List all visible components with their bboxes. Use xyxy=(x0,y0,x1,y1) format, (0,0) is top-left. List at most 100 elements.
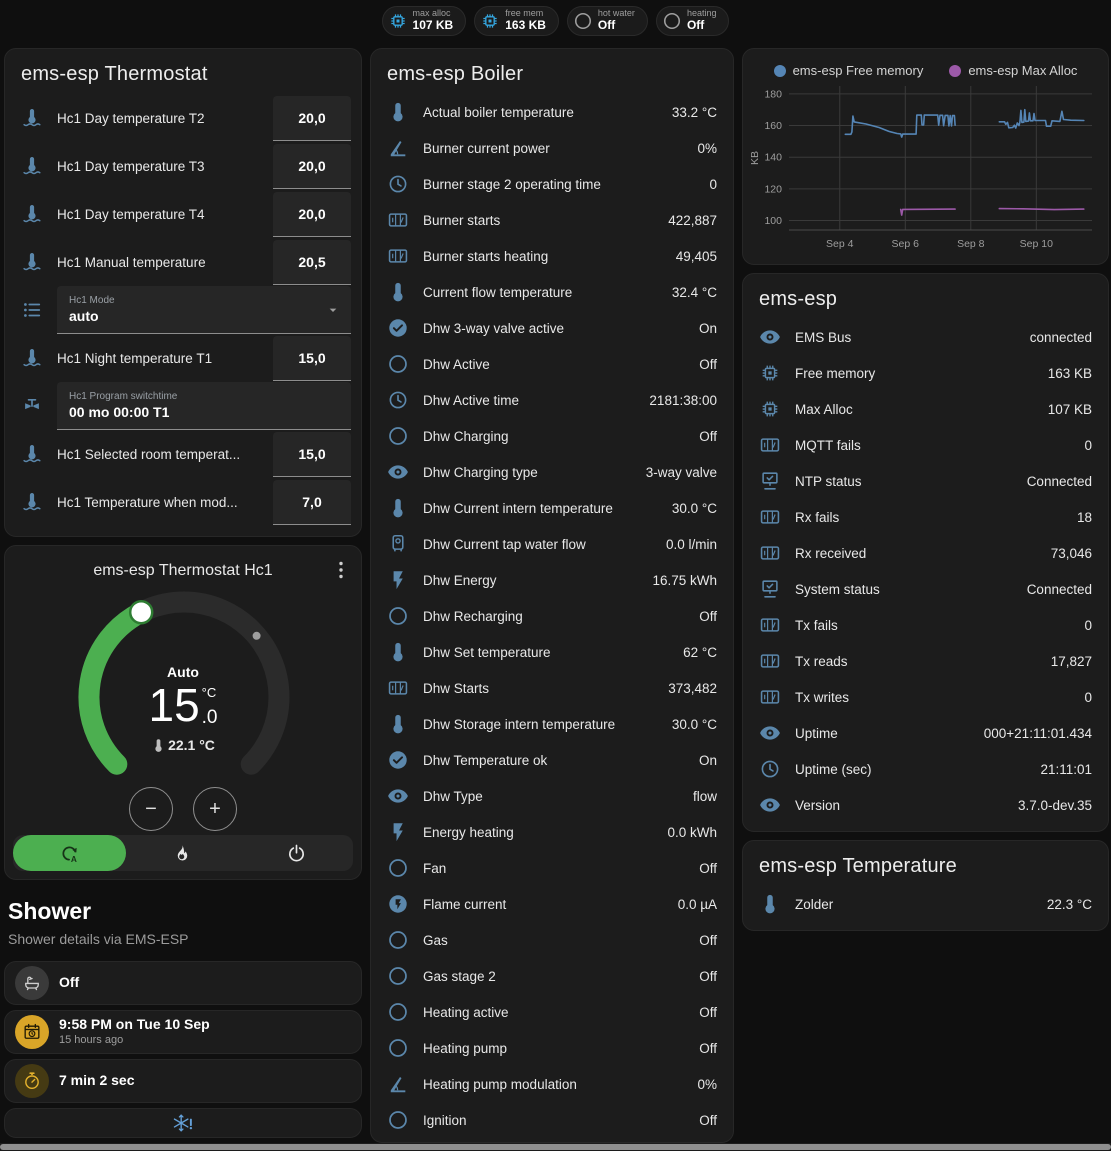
entity-row[interactable]: Max Alloc 107 KB xyxy=(743,391,1108,427)
entity-row[interactable]: Burner stage 2 operating time 0 xyxy=(371,166,733,202)
number-input[interactable]: 20,0 xyxy=(273,143,351,189)
number-input[interactable]: 15,0 xyxy=(273,335,351,381)
entity-name: Dhw Current intern temperature xyxy=(423,500,613,516)
thermometer-icon xyxy=(387,497,409,519)
entity-row[interactable]: Dhw Energy 16.75 kWh xyxy=(371,562,733,598)
badge-value: Off xyxy=(686,18,705,33)
entity-name: Zolder xyxy=(795,896,834,912)
entity-row[interactable]: Version 3.7.0-dev.35 xyxy=(743,787,1108,823)
entity-row[interactable]: Flame current 0.0 µA xyxy=(371,886,733,922)
entity-row[interactable]: Actual boiler temperature 33.2 °C xyxy=(371,94,733,130)
entity-value: 30.0 °C xyxy=(671,716,717,732)
entity-value: Off xyxy=(699,1040,717,1056)
entity-row[interactable]: Free memory 163 KB xyxy=(743,355,1108,391)
hvac-mode-power[interactable] xyxy=(240,835,353,871)
entity-row[interactable]: Dhw Set temperature 62 °C xyxy=(371,634,733,670)
number-input[interactable]: 15,0 xyxy=(273,431,351,477)
entity-row: Hc1 Selected room temperat... 15,0 xyxy=(5,430,361,478)
circle-outline-icon xyxy=(573,11,593,31)
thermometer-water-icon xyxy=(21,251,43,273)
entity-row[interactable]: Energy heating 0.0 kWh xyxy=(371,814,733,850)
entity-row[interactable]: Ignition Off xyxy=(371,1102,733,1138)
hvac-mode-selector: A xyxy=(13,835,353,871)
hvac-mode-fire[interactable] xyxy=(126,835,239,871)
svg-text:KB: KB xyxy=(749,151,761,165)
entity-name: Actual boiler temperature xyxy=(423,104,574,120)
entity-row[interactable]: Dhw Starts 373,482 xyxy=(371,670,733,706)
temp-decrease-button[interactable]: − xyxy=(129,787,173,831)
entity-row[interactable]: Dhw Charging Off xyxy=(371,418,733,454)
entity-row[interactable]: Uptime (sec) 21:11:01 xyxy=(743,751,1108,787)
entity-row[interactable]: Rx received 73,046 xyxy=(743,535,1108,571)
entity-row[interactable]: Rx fails 18 xyxy=(743,499,1108,535)
entity-row[interactable]: Dhw 3-way valve active On xyxy=(371,310,733,346)
entity-row[interactable]: Dhw Temperature ok On xyxy=(371,742,733,778)
card-title: ems-esp Boiler xyxy=(387,63,524,85)
entity-row[interactable]: Dhw Current intern temperature 30.0 °C xyxy=(371,490,733,526)
entity-row[interactable]: Tx writes 0 xyxy=(743,679,1108,715)
flash-circle-icon xyxy=(387,893,409,915)
mode-select[interactable]: Hc1 Mode auto xyxy=(57,286,351,334)
entity-row[interactable]: Burner starts heating 49,405 xyxy=(371,238,733,274)
dots-vertical-icon[interactable] xyxy=(329,558,353,582)
entity-name: Dhw Recharging xyxy=(423,608,523,624)
entity-row[interactable]: Current flow temperature 32.4 °C xyxy=(371,274,733,310)
legend-item[interactable]: ems-esp Max Alloc xyxy=(949,63,1077,78)
entity-row[interactable]: Dhw Storage intern temperature 30.0 °C xyxy=(371,706,733,742)
entity-name: Dhw Storage intern temperature xyxy=(423,716,616,732)
entity-row[interactable]: Heating pump modulation 0% xyxy=(371,1066,733,1102)
badge-hot-water[interactable]: hot water Off xyxy=(566,6,648,36)
entity-row[interactable]: Burner starts 422,887 xyxy=(371,202,733,238)
entity-row[interactable]: Uptime 000+21:11:01.434 xyxy=(743,715,1108,751)
snowflake-alert-icon xyxy=(172,1112,194,1134)
number-input[interactable]: 20,0 xyxy=(273,95,351,141)
thermostat-dial[interactable] xyxy=(69,582,299,812)
scrollbar-thumb[interactable] xyxy=(0,1144,1111,1150)
entity-name: Hc1 Temperature when mod... xyxy=(57,494,238,510)
entity-row[interactable]: Tx reads 17,827 xyxy=(743,643,1108,679)
entity-row[interactable]: Dhw Active Off xyxy=(371,346,733,382)
entity-row[interactable]: Dhw Charging type 3-way valve xyxy=(371,454,733,490)
number-input[interactable]: 20,5 xyxy=(273,239,351,285)
entity-row[interactable]: Heating active Off xyxy=(371,994,733,1030)
shower-tile[interactable]: 9:58 PM on Tue 10 Sep 15 hours ago xyxy=(4,1010,362,1054)
entity-row[interactable]: System status Connected xyxy=(743,571,1108,607)
badge-max-alloc[interactable]: max alloc 107 KB xyxy=(381,6,467,36)
number-input[interactable]: 20,0 xyxy=(273,191,351,237)
shower-tile[interactable]: 7 min 2 sec xyxy=(4,1059,362,1103)
entity-row[interactable]: Dhw Active time 2181:38:00 xyxy=(371,382,733,418)
entity-row[interactable]: Fan Off xyxy=(371,850,733,886)
entity-row[interactable]: Tx fails 0 xyxy=(743,607,1108,643)
dial-handle[interactable] xyxy=(128,599,154,625)
shower-section-title: Shower xyxy=(8,898,92,924)
entity-row[interactable]: Dhw Current tap water flow 0.0 l/min xyxy=(371,526,733,562)
svg-text:100: 100 xyxy=(764,215,782,227)
shower-alert-tile[interactable] xyxy=(4,1108,362,1138)
memory-chart: 100 120 140 160 180 Sep 4 Sep 6 Sep 8 Sep 10 KB xyxy=(749,86,1092,250)
shower-tile[interactable]: Off xyxy=(4,961,362,1005)
number-input[interactable]: 7,0 xyxy=(273,479,351,525)
entity-value: 32.4 °C xyxy=(671,284,717,300)
flash-icon xyxy=(387,821,409,843)
entity-row: Hc1 Temperature when mod... 7,0 xyxy=(5,478,361,526)
legend-item[interactable]: ems-esp Free memory xyxy=(773,63,923,78)
entity-row[interactable]: MQTT fails 0 xyxy=(743,427,1108,463)
entity-row[interactable]: Burner current power 0% xyxy=(371,130,733,166)
entity-row[interactable]: NTP status Connected xyxy=(743,463,1108,499)
entity-row[interactable]: EMS Bus connected xyxy=(743,319,1108,355)
hvac-mode-auto-mode[interactable]: A xyxy=(13,835,127,871)
temp-increase-button[interactable]: + xyxy=(193,787,237,831)
badge-heating[interactable]: heating Off xyxy=(655,6,730,36)
entity-row: Hc1 Manual temperature 20,5 xyxy=(5,238,361,286)
entity-row[interactable]: Dhw Recharging Off xyxy=(371,598,733,634)
entity-row[interactable]: Zolder 22.3 °C xyxy=(743,886,1108,922)
badge-free-mem[interactable]: free mem 163 KB xyxy=(474,6,559,36)
timer-icon xyxy=(15,1064,49,1098)
entity-row[interactable]: Gas Off xyxy=(371,922,733,958)
entity-name: Fan xyxy=(423,860,447,876)
entity-row[interactable]: Heating pump Off xyxy=(371,1030,733,1066)
entity-value: 422,887 xyxy=(668,212,717,228)
entity-row[interactable]: Dhw Type flow xyxy=(371,778,733,814)
text-input[interactable]: Hc1 Program switchtime 00 mo 00:00 T1 xyxy=(57,382,351,430)
entity-row[interactable]: Gas stage 2 Off xyxy=(371,958,733,994)
